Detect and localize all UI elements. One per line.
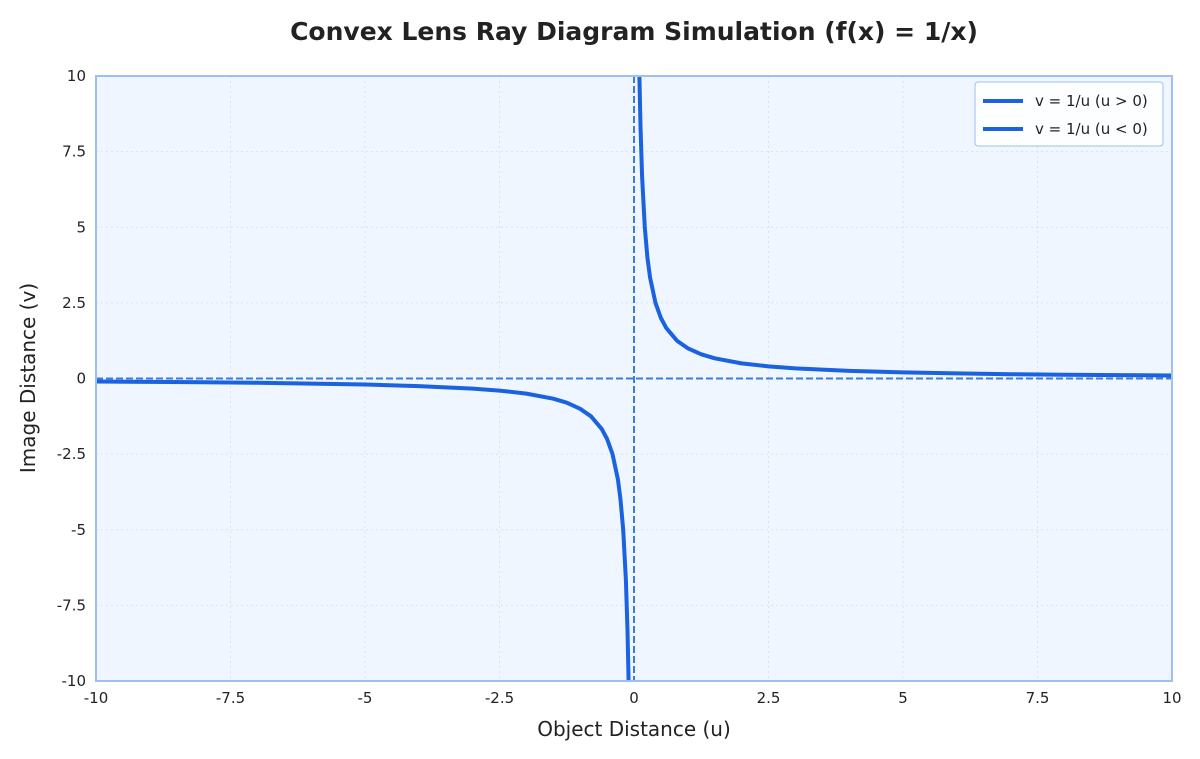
y-tick-labels: -10 -7.5 -5 -2.5 0 2.5 5 7.5 10: [57, 67, 86, 690]
reference-lines: [96, 76, 1172, 681]
x-tick-labels: -10 -7.5 -5 -2.5 0 2.5 5 7.5 10: [84, 689, 1182, 707]
x-tick-label: -2.5: [485, 689, 514, 707]
x-axis-label: Object Distance (u): [537, 717, 731, 741]
y-tick-label: 7.5: [62, 143, 86, 161]
plot-frame: [95, 75, 1173, 682]
chart-title: Convex Lens Ray Diagram Simulation (f(x)…: [290, 17, 978, 46]
y-tick-label: 0: [76, 370, 86, 388]
x-tick-label: -10: [84, 689, 109, 707]
y-tick-label: 10: [67, 67, 86, 85]
x-tick-label: 2.5: [757, 689, 781, 707]
series-line-1: [637, 75, 1173, 378]
legend-label: v = 1/u (u < 0): [1035, 120, 1148, 138]
x-tick-label: 7.5: [1026, 689, 1050, 707]
x-tick-label: 0: [629, 689, 639, 707]
x-tick-label: 5: [898, 689, 908, 707]
y-tick-label: -5: [71, 521, 86, 539]
y-tick-label: -10: [62, 672, 87, 690]
y-tick-label: -2.5: [57, 445, 86, 463]
y-tick-label: 2.5: [62, 294, 86, 312]
legend: v = 1/u (u > 0) v = 1/u (u < 0): [974, 81, 1164, 147]
x-tick-label: -7.5: [216, 689, 245, 707]
x-tick-label: -5: [358, 689, 373, 707]
x-tick-label: 10: [1162, 689, 1181, 707]
series-lines: [95, 75, 1173, 682]
y-tick-label: -7.5: [57, 596, 86, 614]
y-axis-label: Image Distance (v): [16, 283, 40, 473]
legend-label: v = 1/u (u > 0): [1035, 92, 1148, 110]
series-line-2: [95, 379, 631, 682]
y-tick-label: 5: [76, 218, 86, 236]
